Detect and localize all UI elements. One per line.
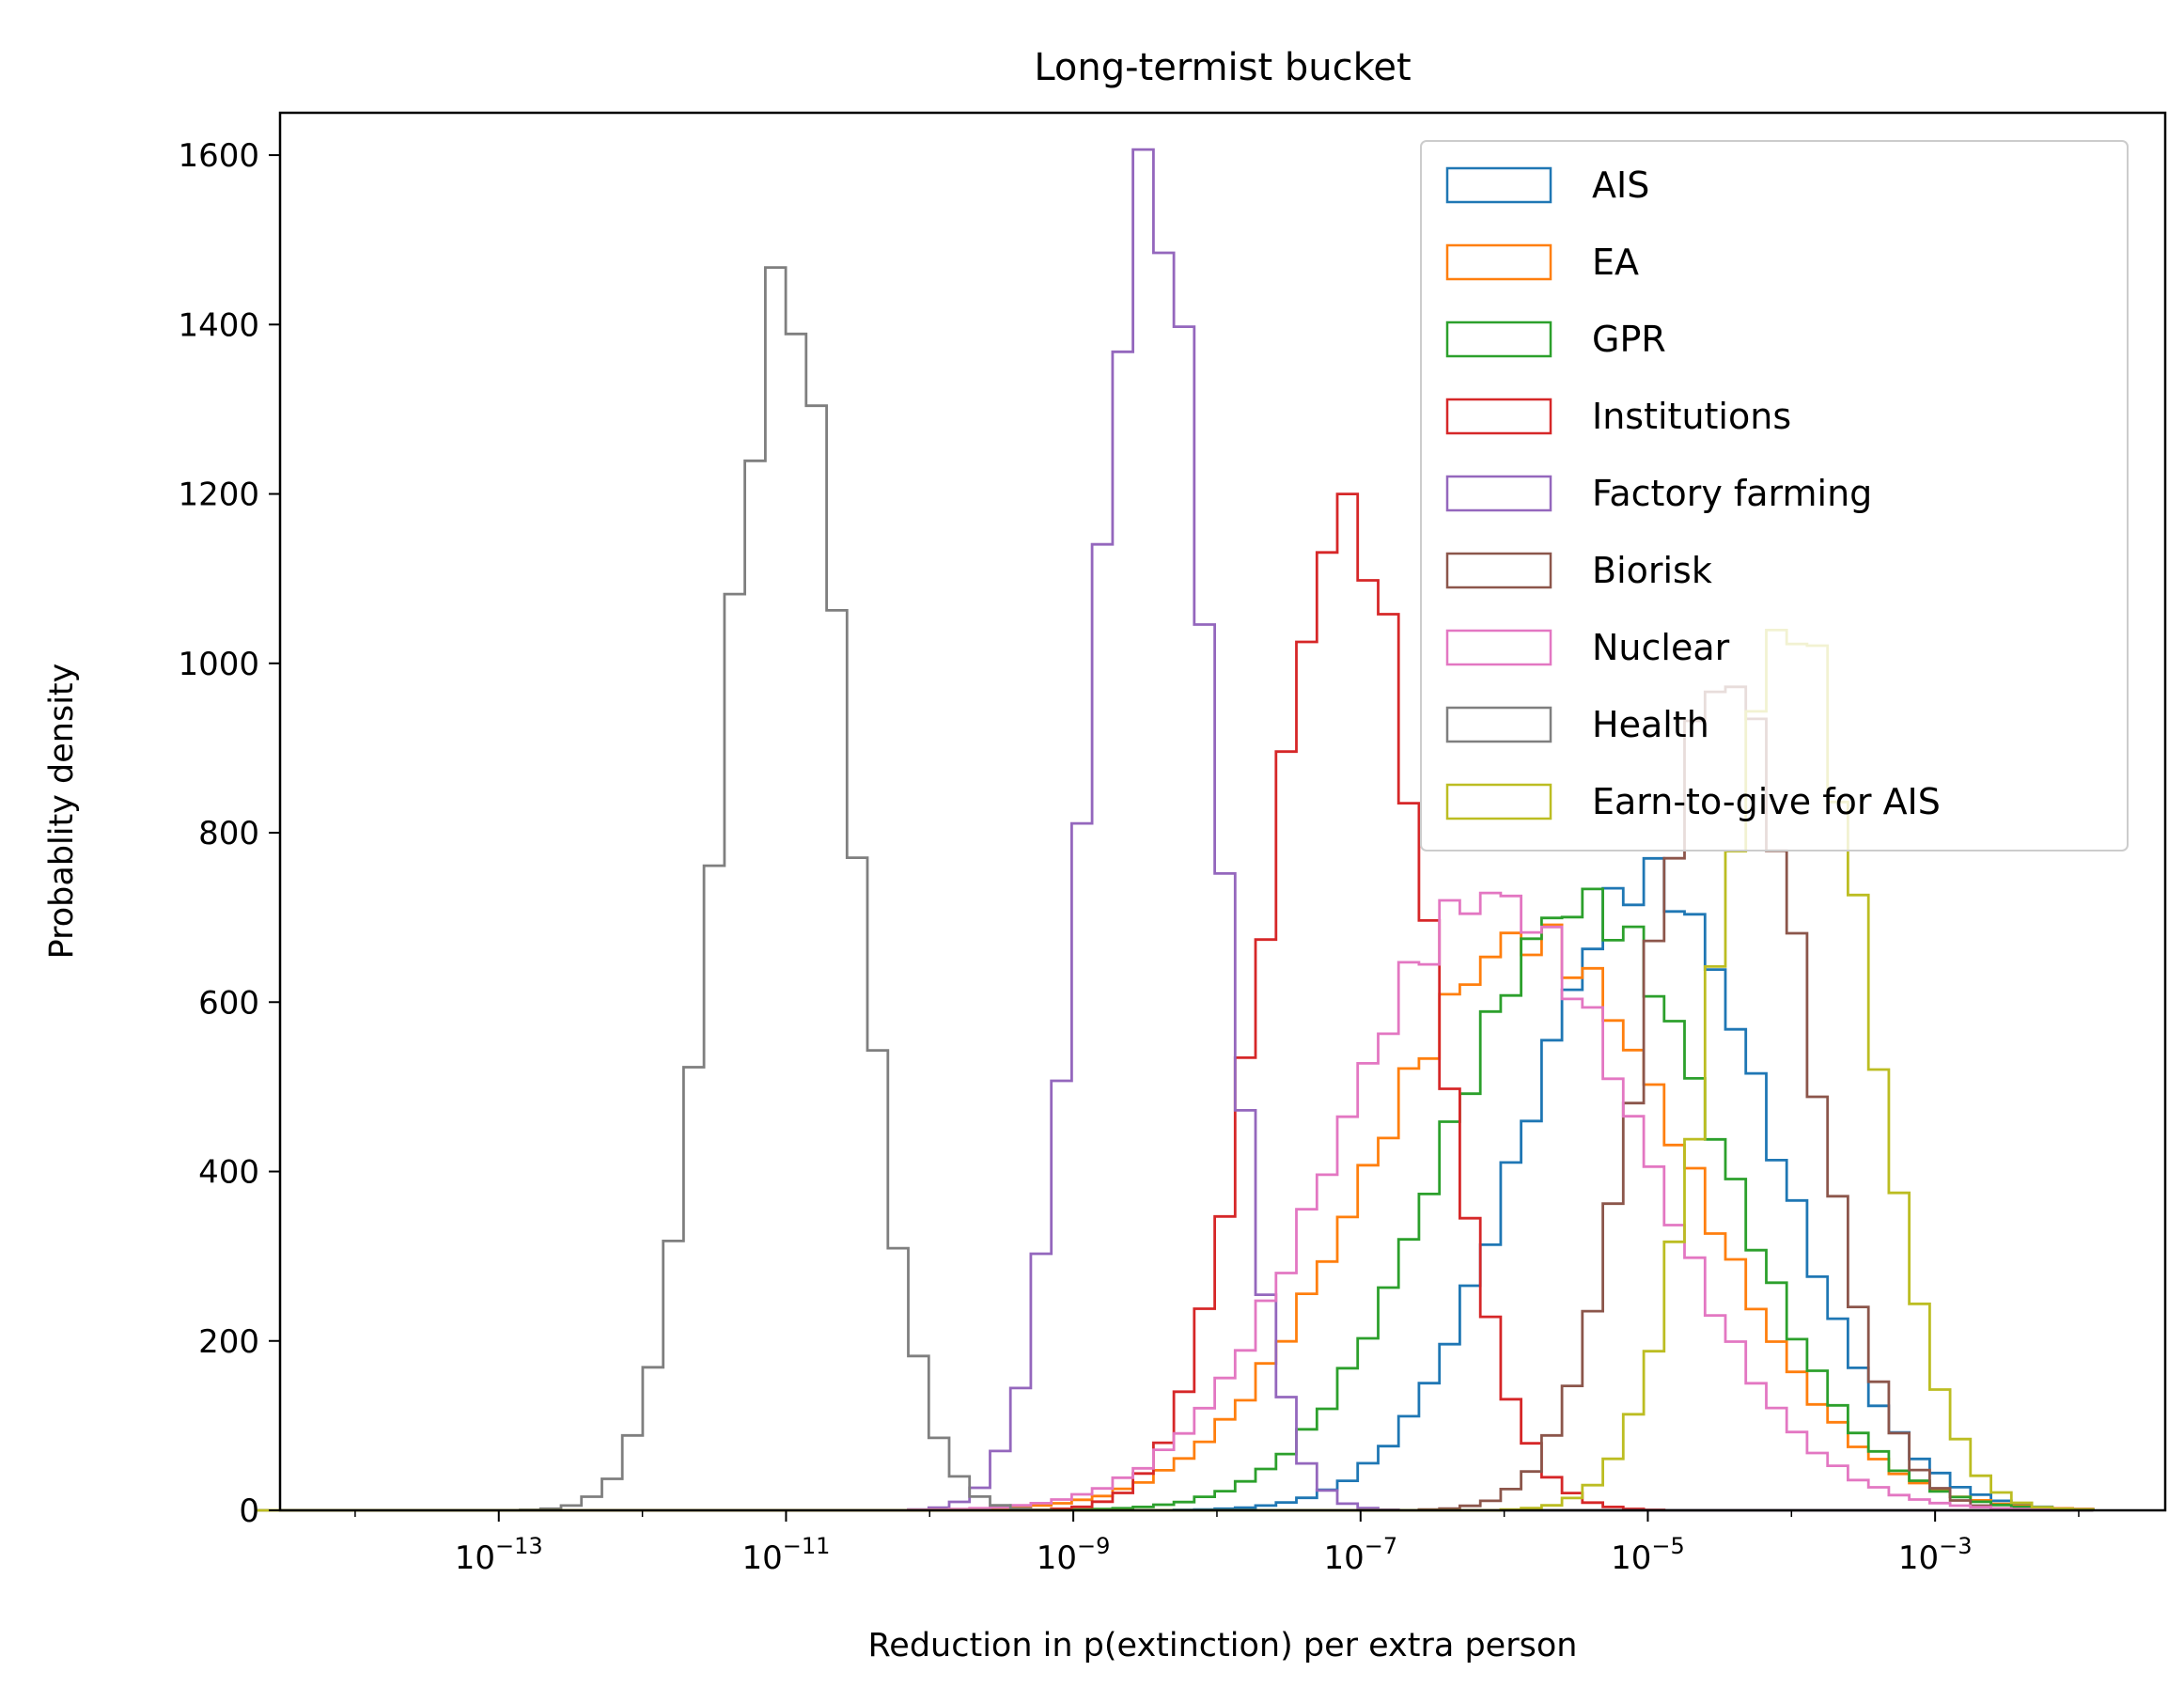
legend-label: Factory farming: [1592, 473, 1872, 514]
x-tick-label: 10−11: [741, 1533, 830, 1577]
legend-swatch: [1445, 166, 1552, 204]
legend-label: GPR: [1592, 319, 1666, 360]
legend-label: Earn-to-give for AIS: [1592, 781, 1941, 822]
x-tick-label: 10−3: [1898, 1533, 1973, 1577]
y-tick-label: 1000: [178, 646, 259, 683]
legend-label: Health: [1592, 704, 1709, 745]
x-tick-label: 10−7: [1323, 1533, 1397, 1577]
legend-label: AIS: [1592, 164, 1649, 206]
x-tick-label: 10−5: [1611, 1533, 1685, 1577]
legend-swatch: [1445, 706, 1552, 743]
legend-label: Nuclear: [1592, 627, 1730, 668]
legend-frame: [1420, 140, 2129, 852]
legend-swatch: [1445, 475, 1552, 512]
legend-swatch: [1445, 629, 1552, 666]
y-tick-label: 1600: [178, 137, 259, 175]
legend-label: Biorisk: [1592, 550, 1712, 591]
y-tick-label: 0: [239, 1492, 259, 1530]
x-axis-label: Reduction in p(extinction) per extra per…: [868, 1627, 1578, 1664]
plot-frame: [278, 111, 2167, 1512]
y-axis: 0 200 400 600 800 1000 1200 1400 1600: [178, 137, 280, 1530]
y-tick-label: 400: [198, 1154, 259, 1192]
y-axis-label: Probablity density: [43, 664, 81, 960]
x-tick-label: 10−9: [1037, 1533, 1111, 1577]
x-tick-label: 10−13: [455, 1533, 543, 1577]
chart-title: Long-termist bucket: [1034, 46, 1411, 89]
legend-label: EA: [1592, 242, 1639, 283]
y-tick-label: 1200: [178, 477, 259, 514]
legend-swatch: [1445, 783, 1552, 820]
y-tick-label: 600: [198, 984, 259, 1022]
legend-swatch: [1445, 552, 1552, 589]
x-axis: 10−13 10−11 10−9 10−7 10−5 10−3: [354, 1510, 2080, 1577]
legend-label: Institutions: [1592, 396, 1791, 437]
legend: AIS EA GPR Institutions Factory farming Biori…: [1420, 140, 2129, 852]
y-tick-label: 800: [198, 815, 259, 852]
legend-swatch: [1445, 398, 1552, 435]
legend-swatch: [1445, 243, 1552, 281]
y-tick-label: 200: [198, 1323, 259, 1361]
legend-swatch: [1445, 320, 1552, 358]
y-tick-label: 1400: [178, 306, 259, 344]
